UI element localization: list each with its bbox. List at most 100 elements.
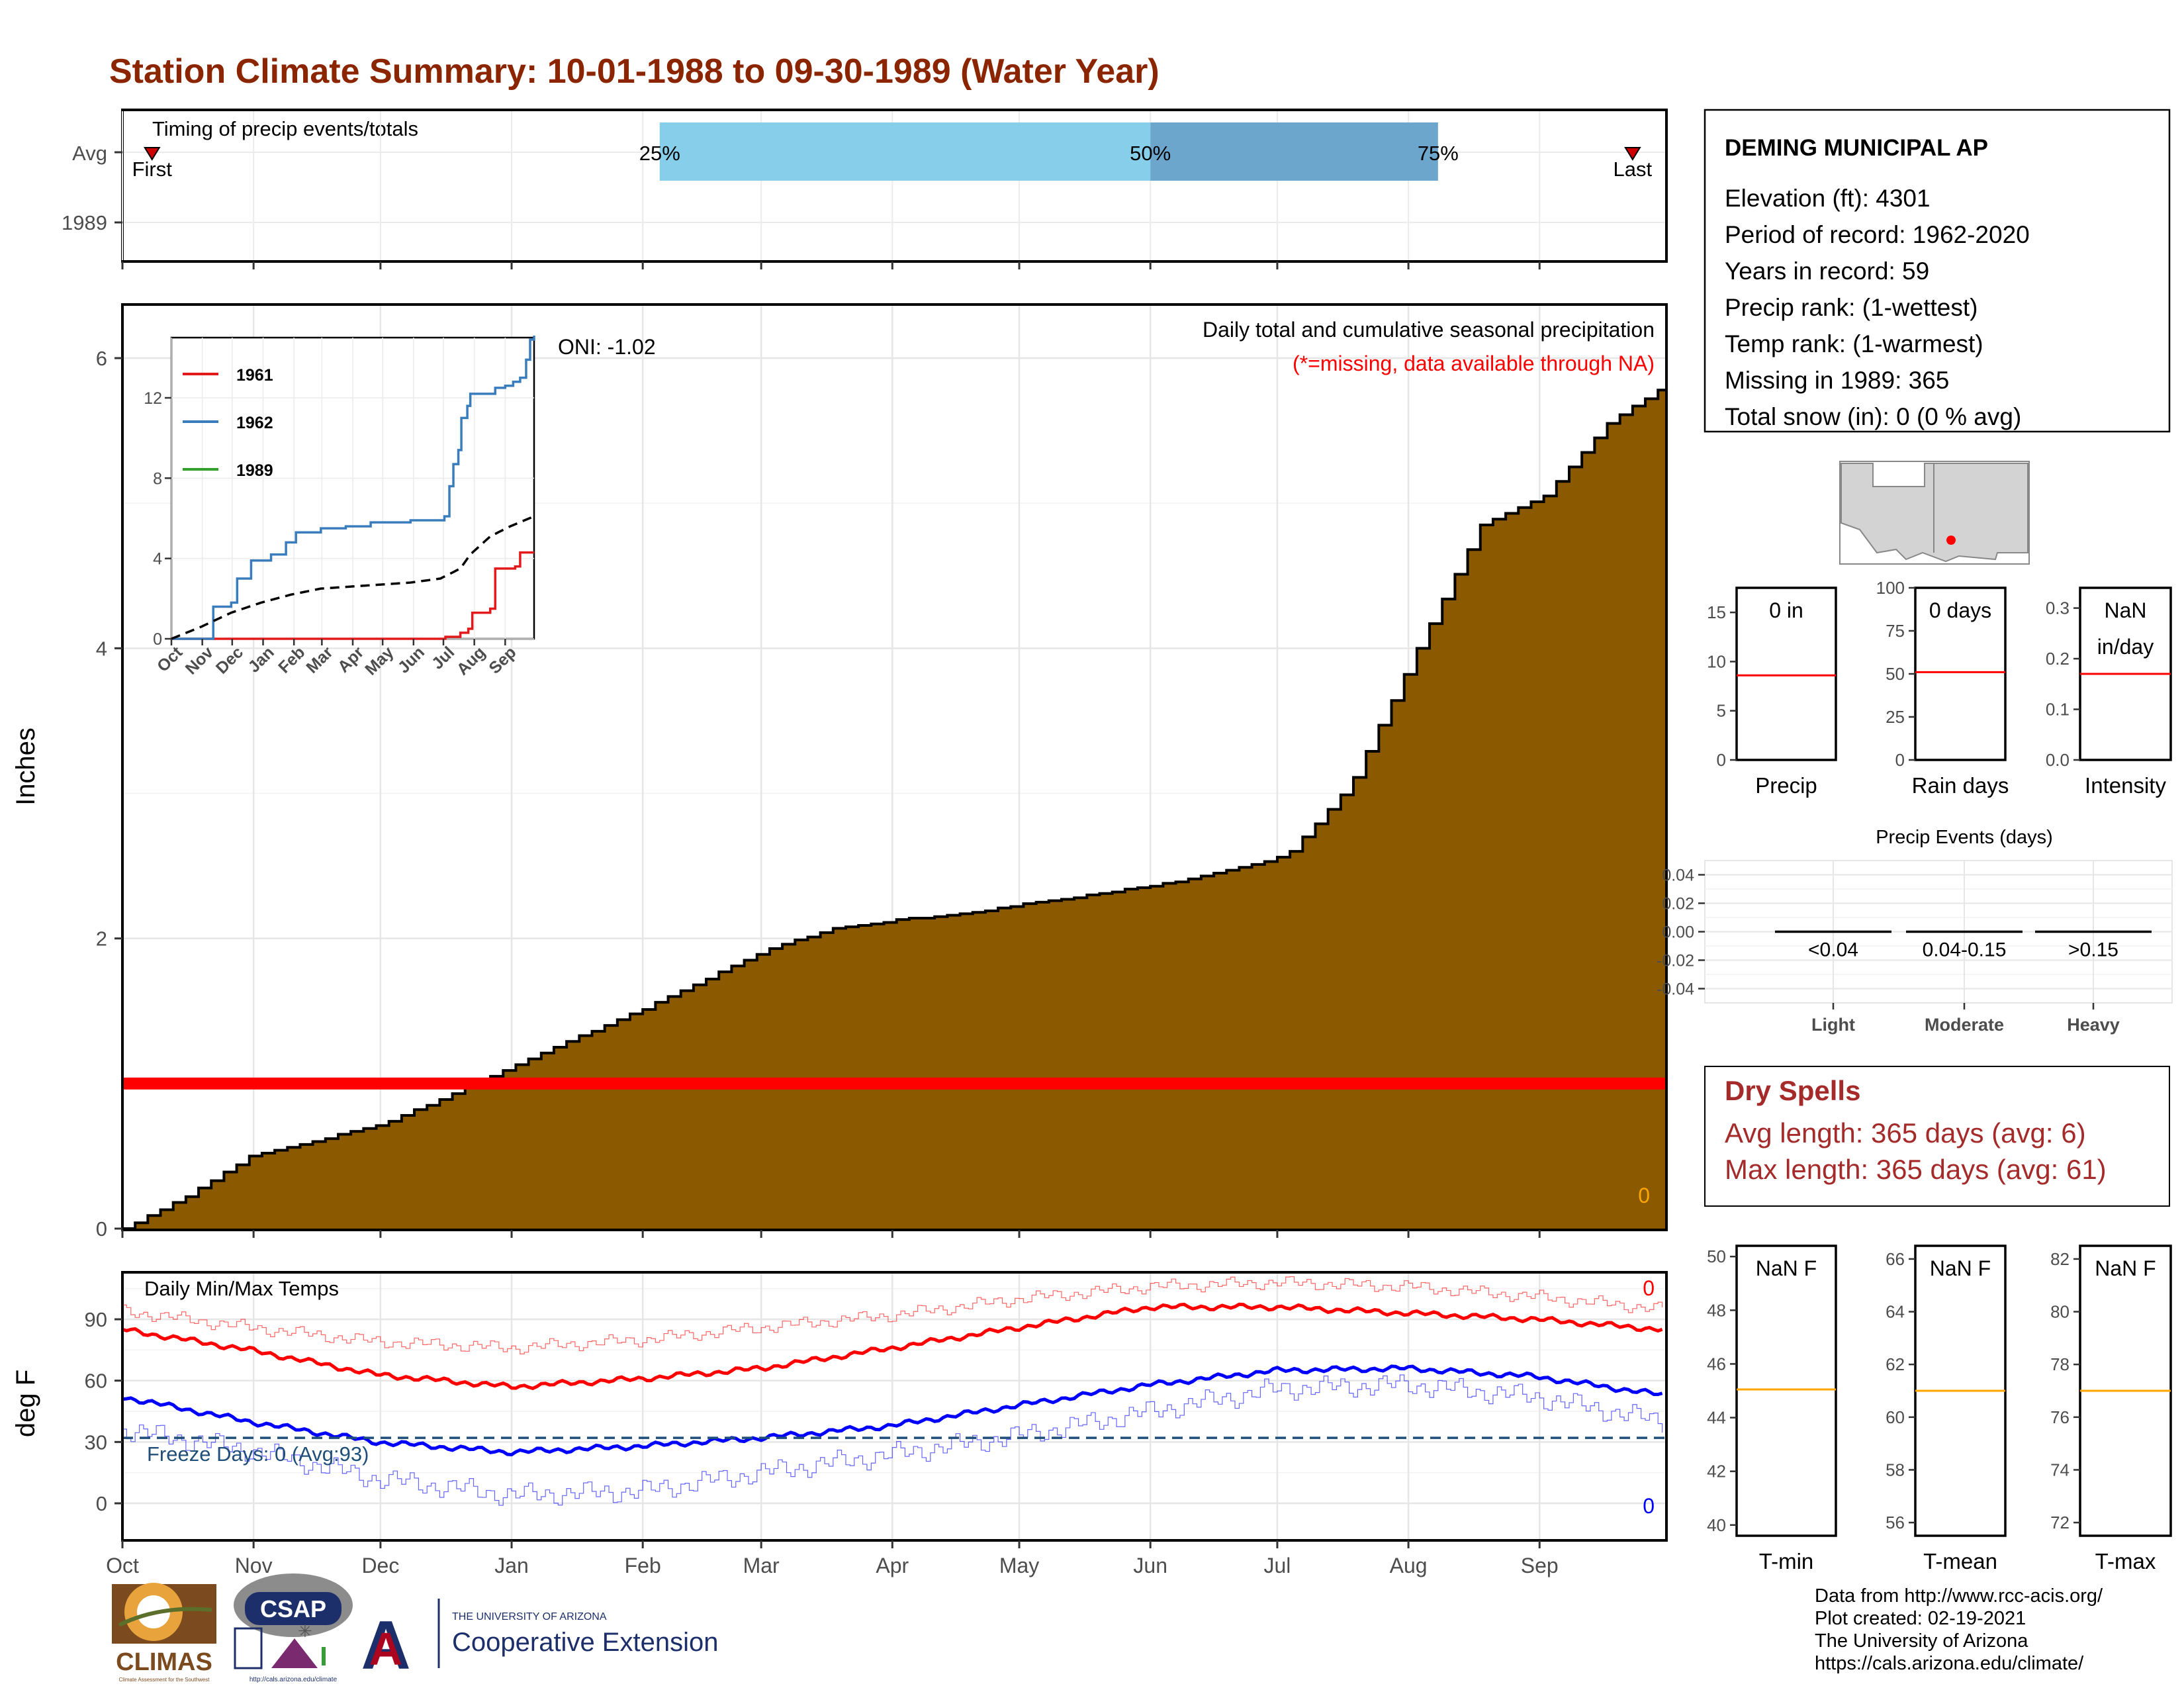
missing-asterisk: * (1593, 1077, 1600, 1097)
temp-mini-2-label: T-max (2095, 1549, 2156, 1573)
dry-spells-max: Max length: 365 days (avg: 61) (1725, 1154, 2107, 1185)
precip-y-tick-label: 4 (96, 637, 107, 660)
missing-asterisk: * (367, 1077, 373, 1097)
inset-lines (171, 335, 535, 640)
inset-legend-label: 1962 (236, 414, 273, 432)
missing-asterisk: * (333, 1077, 340, 1097)
missing-asterisk: * (1475, 1077, 1481, 1097)
precip-mini-2-y-tick-label: 0.1 (2046, 700, 2070, 720)
missing-asterisk: * (206, 1077, 212, 1097)
missing-asterisk: * (298, 1077, 305, 1097)
events-y-tick-label: 0.02 (1662, 895, 1694, 914)
missing-asterisk: * (1322, 1077, 1329, 1097)
events-y-tick-label: 0.04 (1662, 867, 1694, 885)
missing-asterisk: * (976, 1077, 982, 1097)
missing-asterisk: * (1272, 1077, 1279, 1097)
temps-y-tick-label: 60 (85, 1370, 107, 1393)
missing-asterisk: * (273, 1077, 280, 1097)
missing-asterisk: * (1195, 1077, 1202, 1097)
dry-spells-box: Dry Spells Avg length: 365 days (avg: 6)… (1704, 1066, 2170, 1207)
month-label: Dec (361, 1554, 399, 1577)
missing-asterisk: * (1441, 1077, 1447, 1097)
temp-mini-0-y-tick-label: 42 (1707, 1462, 1726, 1481)
missing-asterisk: * (493, 1077, 500, 1097)
temps-frame (121, 1271, 1668, 1542)
temp-mini-2-y-tick-label: 82 (2050, 1249, 2070, 1269)
precip-mini-0-y-tick-label: 15 (1707, 602, 1726, 622)
missing-asterisk: * (1263, 1077, 1270, 1097)
events-range-label: <0.04 (1808, 939, 1858, 961)
precip-mini-1-value: 0 days (1929, 598, 1991, 622)
events-y-tick-label: -0.04 (1657, 980, 1694, 999)
csap-logo-snowflake-icon: ✳ (298, 1621, 312, 1641)
missing-asterisk: * (146, 1077, 153, 1097)
missing-asterisk: * (874, 1077, 881, 1097)
missing-asterisk: * (1449, 1077, 1456, 1097)
missing-asterisk: * (917, 1077, 923, 1097)
missing-asterisk: * (595, 1077, 602, 1097)
precip-mini-0-label: Precip (1755, 773, 1817, 798)
temp-mini-1-y-tick-label: 56 (1886, 1513, 1905, 1532)
first-marker-icon (143, 147, 161, 161)
missing-asterisk: * (680, 1077, 686, 1097)
missing-asterisk: * (730, 1077, 737, 1097)
missing-asterisk: * (1382, 1077, 1388, 1097)
missing-asterisk: * (392, 1077, 398, 1097)
inset-line-1962 (171, 335, 535, 640)
temp-mini-1-label: T-mean (1923, 1549, 1997, 1573)
missing-asterisk: * (1525, 1077, 1532, 1097)
precip-mini-0-chart: 0 in 0 5 10 15 Precip (1707, 586, 1837, 798)
missing-asterisk: * (866, 1077, 872, 1097)
missing-asterisk: * (1373, 1077, 1380, 1097)
missing-asterisk: * (341, 1077, 347, 1097)
missing-asterisk: * (1119, 1077, 1126, 1097)
month-label: Oct (106, 1554, 139, 1577)
temp-mini-2-y-tick-label: 80 (2050, 1302, 2070, 1322)
precip-y-tick-label: 0 (96, 1217, 107, 1241)
missing-asterisk: * (1365, 1077, 1371, 1097)
freeze-days-label: Freeze Days: 0 (Avg:93) (147, 1442, 369, 1466)
station-detail-line: Period of record: 1962-2020 (1725, 221, 2030, 248)
missing-asterisk: * (477, 1077, 483, 1097)
missing-asterisk: * (358, 1077, 365, 1097)
missing-asterisk: * (899, 1077, 906, 1097)
missing-band (122, 1077, 1666, 1090)
missing-asterisk: * (248, 1077, 255, 1097)
temps-y-axis: 0 30 60 90 (85, 1308, 122, 1515)
missing-asterisk: * (130, 1077, 136, 1097)
missing-asterisk: * (1128, 1077, 1134, 1097)
events-y-tick-label: 0.00 (1662, 923, 1694, 942)
missing-asterisk: * (967, 1077, 974, 1097)
missing-asterisk: * (1026, 1077, 1033, 1097)
missing-asterisk: * (155, 1077, 161, 1097)
precip-mini-charts: 0 in 0 5 10 15 Precip 0 days 0 25 50 75 100 Rain day… (1707, 578, 2172, 798)
missing-asterisk: * (307, 1077, 314, 1097)
month-label: Apr (876, 1554, 909, 1577)
missing-asterisk: * (993, 1077, 999, 1097)
timing-row-avg: Avg (72, 142, 107, 165)
month-label: Sep (1521, 1554, 1559, 1577)
timing-row-year: 1989 (62, 211, 107, 234)
temp-mini-0-frame (1735, 1244, 1837, 1537)
missing-asterisk: * (222, 1077, 229, 1097)
events-plot: 0.04 0.02 0.00 -0.02 -0.04 <0.04 Light 0.04-0.1… (1657, 860, 2173, 1035)
station-detail-line: Missing in 1989: 365 (1725, 367, 1949, 394)
precip-y-axis: 0 2 4 6 (96, 347, 1541, 1241)
missing-asterisk: * (1111, 1077, 1118, 1097)
missing-asterisk: * (1001, 1077, 1007, 1097)
precip-subtitle: (*=missing, data available through NA) (1293, 352, 1655, 375)
missing-asterisk: * (578, 1077, 584, 1097)
missing-asterisk: * (1187, 1077, 1194, 1097)
min-missing-count: 0 (1643, 1494, 1655, 1518)
missing-asterisk: * (1289, 1077, 1295, 1097)
precip-title: Daily total and cumulative seasonal prec… (1203, 318, 1655, 342)
precip-mini-1-label: Rain days (1912, 773, 2009, 798)
missing-asterisk: * (544, 1077, 551, 1097)
precip-mini-1-y-tick-label: 25 (1886, 707, 1905, 727)
avg-max-temp-line (122, 1302, 1663, 1391)
csap-logo: CSAP ✳ http://cals.arizona.edu/climate (234, 1573, 353, 1683)
missing-asterisk: * (1103, 1077, 1109, 1097)
missing-asterisk: * (984, 1077, 991, 1097)
missing-asterisk: * (620, 1077, 627, 1097)
precip-mini-0-y-tick-label: 10 (1707, 651, 1726, 671)
